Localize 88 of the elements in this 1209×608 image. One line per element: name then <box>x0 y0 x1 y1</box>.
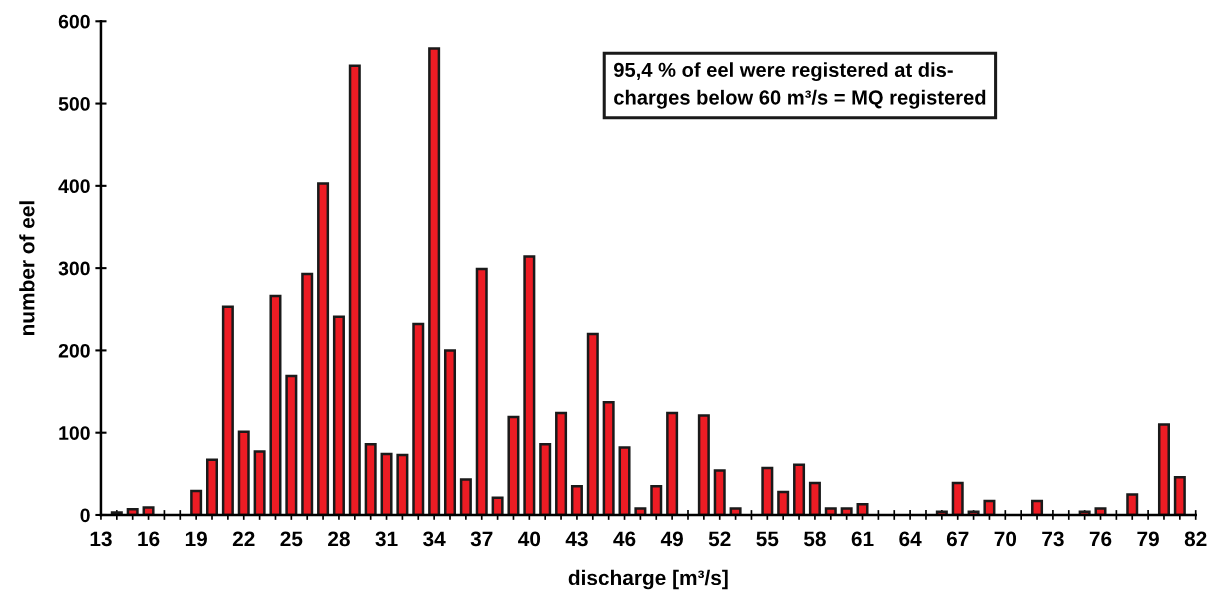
x-tick-label: 43 <box>565 531 588 547</box>
bar <box>301 272 314 515</box>
bar <box>761 466 774 515</box>
bar <box>364 442 377 515</box>
bar <box>793 463 806 515</box>
bar <box>475 267 488 515</box>
x-tick-label: 16 <box>138 531 160 547</box>
bar <box>555 411 568 515</box>
bar <box>412 322 425 515</box>
bar <box>840 507 853 515</box>
y-tick-label: 500 <box>58 97 90 111</box>
bar <box>935 510 948 515</box>
bar <box>190 489 203 515</box>
bar <box>539 442 552 515</box>
x-tick-label: 28 <box>328 531 350 547</box>
x-tick-label: 76 <box>1089 531 1112 547</box>
y-tick-label: 600 <box>58 14 90 29</box>
bar <box>697 414 710 515</box>
x-tick-label: 49 <box>660 531 683 547</box>
bar <box>237 430 250 515</box>
bar <box>570 484 583 515</box>
bar <box>443 349 457 515</box>
x-tick-label: 46 <box>613 531 636 547</box>
y-axis-title: number of eel <box>19 201 35 336</box>
bar <box>396 453 409 515</box>
bar <box>380 452 393 515</box>
x-tick-label: 73 <box>1042 531 1064 547</box>
bar <box>618 446 631 515</box>
x-tick-label: 70 <box>994 531 1017 547</box>
bar <box>110 511 123 515</box>
y-tick-label: 200 <box>58 343 90 358</box>
x-tick-label: 61 <box>851 531 874 547</box>
bar <box>967 510 980 515</box>
bar <box>824 507 837 515</box>
bar <box>1031 499 1044 515</box>
bar <box>1157 423 1170 515</box>
x-tick-label: 22 <box>232 531 255 547</box>
bar <box>348 64 361 515</box>
bar <box>1094 507 1107 515</box>
annotation: 95,4 % of eel were registered at dis- charges below 60 m³/s = MQ registered <box>613 62 986 109</box>
x-tick-label: 25 <box>280 531 303 547</box>
bar <box>253 450 266 515</box>
bar <box>459 478 472 515</box>
bar <box>1078 510 1091 515</box>
bar <box>983 499 996 515</box>
bar <box>317 182 330 515</box>
x-tick-label: 58 <box>803 531 826 547</box>
bar <box>285 374 298 515</box>
x-tick-label: 67 <box>946 531 969 547</box>
bar <box>206 458 219 515</box>
bar <box>777 490 790 515</box>
bar <box>491 496 504 515</box>
bar <box>856 503 869 515</box>
bar <box>602 401 615 515</box>
x-tick-label: 34 <box>423 531 446 547</box>
bar <box>729 507 742 515</box>
x-tick-label: 52 <box>708 531 731 547</box>
x-tick-label: 37 <box>470 531 493 547</box>
bar <box>523 255 536 515</box>
y-tick-label: 400 <box>58 179 90 194</box>
bar <box>507 415 520 515</box>
bar <box>428 47 441 515</box>
bar <box>269 294 282 515</box>
bar <box>713 469 726 515</box>
y-tick-label: 0 <box>80 508 90 523</box>
bar <box>951 481 964 515</box>
x-tick-label: 55 <box>756 531 779 547</box>
x-tick-label: 19 <box>185 531 207 547</box>
bar <box>1126 493 1139 515</box>
bar <box>666 411 679 515</box>
x-tick-label: 13 <box>90 531 112 547</box>
x-tick-label: 82 <box>1184 531 1207 547</box>
bar <box>1173 475 1186 515</box>
y-tick-label: 100 <box>59 426 90 440</box>
bar <box>808 481 821 515</box>
x-tick-label: 64 <box>899 531 922 547</box>
x-axis-title: discharge [m³/s] <box>568 569 728 590</box>
bar <box>650 484 663 515</box>
x-tick-label: 40 <box>518 531 541 547</box>
y-tick-label: 300 <box>58 261 90 276</box>
x-tick-label: 79 <box>1137 531 1159 547</box>
bar <box>332 315 345 515</box>
bar <box>142 506 155 515</box>
bar <box>586 332 599 515</box>
bar <box>221 305 234 515</box>
x-tick-label: 31 <box>375 531 398 547</box>
bar <box>634 507 647 515</box>
bar <box>126 507 139 515</box>
